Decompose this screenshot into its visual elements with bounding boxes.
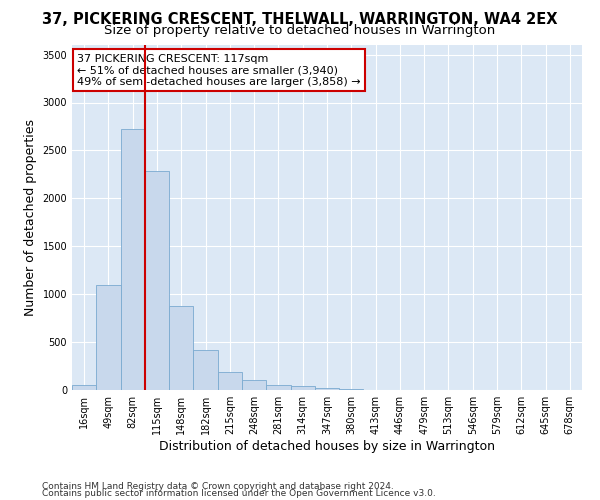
Bar — [290, 386, 315, 390]
Bar — [266, 384, 290, 390]
Text: 37 PICKERING CRESCENT: 117sqm
← 51% of detached houses are smaller (3,940)
49% o: 37 PICKERING CRESCENT: 117sqm ← 51% of d… — [77, 54, 361, 87]
Bar — [121, 130, 145, 390]
Bar — [242, 380, 266, 390]
Bar — [169, 306, 193, 390]
Text: 37, PICKERING CRESCENT, THELWALL, WARRINGTON, WA4 2EX: 37, PICKERING CRESCENT, THELWALL, WARRIN… — [42, 12, 558, 28]
Bar — [96, 284, 121, 390]
Bar — [193, 350, 218, 390]
Bar — [339, 389, 364, 390]
Text: Contains public sector information licensed under the Open Government Licence v3: Contains public sector information licen… — [42, 489, 436, 498]
Bar — [145, 172, 169, 390]
Text: Size of property relative to detached houses in Warrington: Size of property relative to detached ho… — [104, 24, 496, 37]
X-axis label: Distribution of detached houses by size in Warrington: Distribution of detached houses by size … — [159, 440, 495, 453]
Text: Contains HM Land Registry data © Crown copyright and database right 2024.: Contains HM Land Registry data © Crown c… — [42, 482, 394, 491]
Bar — [72, 385, 96, 390]
Y-axis label: Number of detached properties: Number of detached properties — [24, 119, 37, 316]
Bar — [315, 388, 339, 390]
Bar — [218, 372, 242, 390]
